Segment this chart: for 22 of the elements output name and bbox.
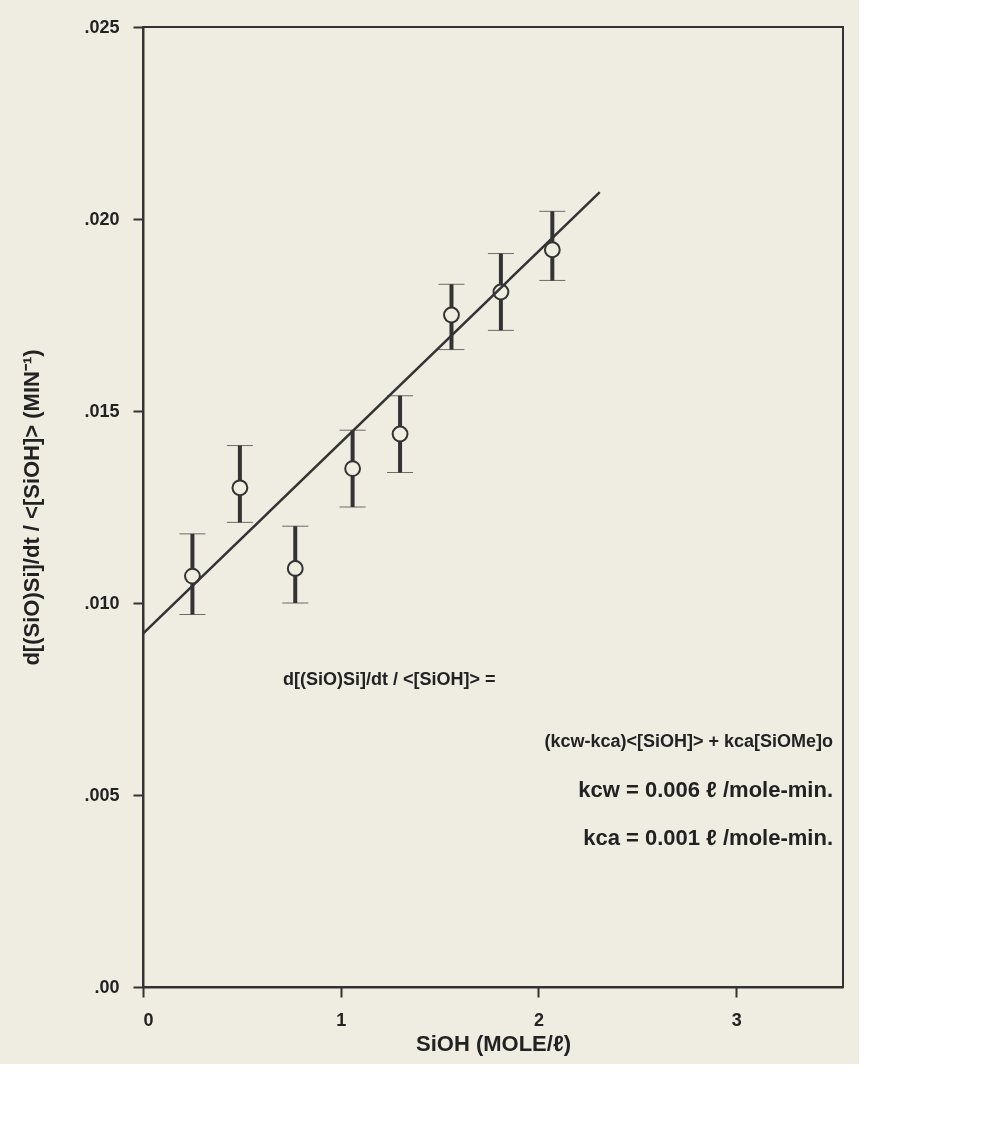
y-tick-label: .010 [84,592,120,613]
point [391,425,409,443]
point [286,560,304,577]
x-axis-title: SiOH (MOLE/ℓ) [416,1030,571,1056]
y-tick-label: .025 [84,16,120,37]
point [443,306,460,324]
x-tick-label: 2 [533,1009,544,1030]
y-tick-label: .020 [84,208,120,229]
y-axis-title: d[(SiO)Si]/dt / <[SiOH]> (MIN⁻¹) [19,349,45,666]
annotation: kca = 0.001 ℓ /mole-min. [583,825,833,851]
annotation: d[(SiO)Si]/dt / <[SiOH]> = [283,668,496,689]
x-tick-label: 3 [731,1009,742,1030]
annotation: kcw = 0.006 ℓ /mole-min. [578,777,833,803]
point [231,479,249,497]
x-tick-label: 1 [336,1009,347,1030]
y-tick-label: .005 [84,784,120,805]
y-tick-label: .015 [84,400,120,421]
point [344,460,362,477]
x-tick-label: 0 [143,1009,154,1030]
annotation: (kcw-kca)<[SiOH]> + kca[SiOMe]o [544,731,833,752]
point [543,241,561,259]
y-tick-label: .00 [94,976,120,997]
